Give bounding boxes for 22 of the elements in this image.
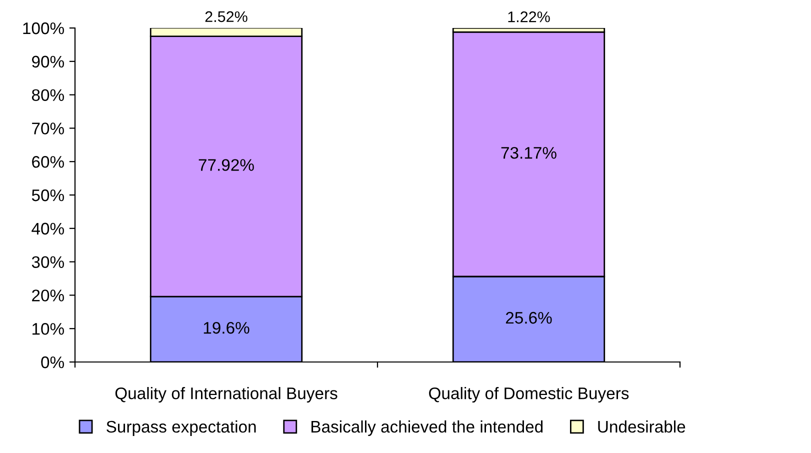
data-label: 2.52% [205, 11, 248, 22]
y-tick-label: 20% [32, 290, 64, 302]
y-tick-label: 70% [32, 122, 64, 134]
data-label: 1.22% [508, 11, 550, 22]
data-label: 25.6% [506, 312, 552, 324]
data-label: 73.17% [501, 146, 556, 159]
y-tick-label: 60% [32, 156, 64, 168]
y-tick-label: 80% [32, 89, 64, 102]
y-tick-label: 90% [32, 56, 64, 68]
y-tick-label: 30% [32, 256, 64, 268]
data-label: 77.92% [198, 159, 254, 171]
legend-label: Basically achieved the intended [312, 420, 543, 436]
y-tick-label: 10% [32, 323, 64, 335]
x-tick-label: Quality of International Buyers [115, 387, 338, 403]
y-tick-label: 100% [23, 22, 64, 34]
legend-label: Undesirable [598, 420, 686, 433]
y-tick-label: 40% [32, 222, 64, 235]
legend-label: Surpass expectation [106, 420, 256, 436]
y-tick-label: 0% [41, 356, 64, 368]
data-label: 19.6% [204, 322, 250, 334]
x-tick-label: Quality of Domestic Buyers [429, 387, 629, 403]
y-tick-label: 50% [32, 189, 64, 202]
